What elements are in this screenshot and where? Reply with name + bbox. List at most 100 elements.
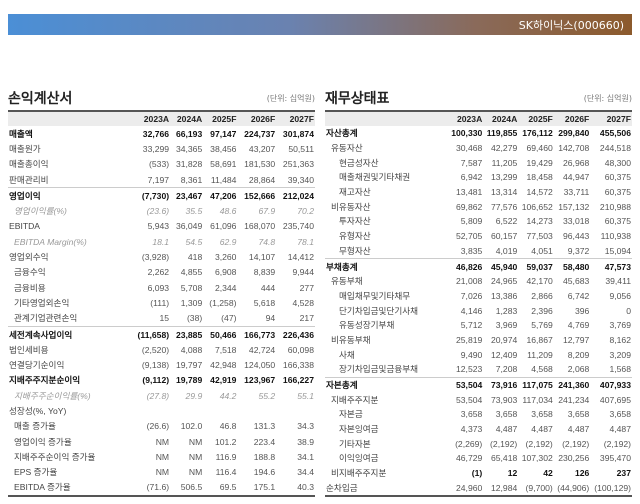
cell-value: 7,026 (460, 290, 483, 301)
cell-value: 2,068 (567, 364, 590, 375)
cell-value (131, 403, 170, 418)
table-row: EBITDA 증가율 (71.6) 506.5 69.5 175.1 40.3 (8, 479, 315, 498)
cell-value: 13,314 (490, 187, 518, 198)
table-row: 순차입금 24,960 12,984 (9,700) (44,906) (100,129) (325, 480, 632, 498)
cell-value: 4,487 (609, 424, 631, 435)
cell-value: 407,933 (590, 376, 632, 393)
cell-value: 50,466 (203, 325, 238, 343)
cell-value: 107,302 (521, 453, 553, 464)
cell-value: 117,075 (518, 376, 554, 393)
cell-value: 23,467 (170, 187, 204, 204)
cell-value: 3,969 (495, 320, 518, 331)
row-label: 매출원가 (9, 143, 41, 154)
row-label: 유형자산 (339, 231, 371, 242)
cell-value: 74.8 (258, 236, 276, 247)
cell-value: 2,344 (214, 282, 237, 293)
table-row: 기타영업외손익 (111) 1,309 (1,258) 5,618 4,528 (8, 295, 315, 310)
cell-value: 7,197 (147, 174, 170, 185)
table-row: 법인세비용 (2,520) 4,088 7,518 42,724 60,098 (8, 342, 315, 357)
cell-value: 506.5 (170, 479, 204, 498)
cell-value: 96,443 (563, 231, 590, 242)
cell-value: 48.6 (219, 206, 237, 217)
row-label: EPS 증가율 (14, 467, 58, 478)
cell-value: (2,269) (455, 438, 483, 449)
cell-value: 62.9 (219, 236, 237, 247)
table-row: 사채 9,490 12,409 11,209 8,209 3,209 (325, 347, 632, 362)
balance-title: 재무상태표 (325, 91, 390, 107)
table-row: 지배주주지분 53,504 73,903 117,034 241,234 407,695 (325, 392, 632, 407)
cell-value: 66,193 (175, 128, 203, 139)
cell-value: 166,227 (282, 375, 314, 386)
cell-value: 226,436 (276, 325, 315, 343)
cell-value: 212,024 (276, 187, 315, 204)
cell-value: (2,192) (603, 438, 631, 449)
cell-value: 35.5 (185, 206, 203, 217)
table-row: 현금성자산 7,587 11,205 19,429 26,968 48,300 (325, 155, 632, 170)
cell-value: 2,262 (147, 267, 170, 278)
row-label: 성장성(%, YoY) (9, 405, 67, 416)
table-row: 무형자산 3,835 4,019 4,051 9,372 15,094 (325, 244, 632, 259)
cell-value: 418 (187, 252, 203, 263)
cell-value: 131.3 (253, 421, 276, 432)
row-label: 지배주주지분순이익 (9, 375, 81, 386)
table-row: 유동부채 21,008 24,965 42,170 45,683 39,411 (325, 274, 632, 289)
cell-value: 251,363 (282, 159, 314, 170)
cell-value: 102.0 (180, 421, 203, 432)
cell-value: 46.8 (219, 421, 237, 432)
cell-value: 15 (159, 313, 170, 324)
cell-value: 42,724 (248, 344, 276, 355)
cell-value: 110,938 (600, 231, 631, 242)
cell-value: 6,942 (460, 172, 483, 183)
row-label: 매출채권및기타채권 (339, 172, 411, 183)
cell-value: 3,835 (460, 245, 483, 256)
cell-value: 21,008 (456, 276, 483, 287)
balance-sheet-table: 2023A 2024A 2025F 2026F 2027F 자산총계 100,330 119,… (325, 110, 632, 498)
table-row: 연결당기순이익 (9,138) 19,797 42,948 124,050 166,338 (8, 357, 315, 372)
row-label: 지배주주순이익 증가율 (14, 451, 96, 462)
cell-value: 73,916 (483, 376, 519, 393)
cell-value: 15,094 (604, 245, 631, 256)
cell-value: 46,826 (447, 258, 484, 274)
row-label: 무형자산 (339, 245, 371, 256)
cell-value: (23.6) (146, 206, 170, 217)
cell-value: 7,208 (495, 364, 518, 375)
row-label: 자본총계 (325, 376, 448, 393)
row-label: EBITDA Margin(%) (14, 236, 87, 247)
cell-value: 39,340 (287, 174, 314, 185)
table-row: 영업이익률(%) (23.6) 35.5 48.6 67.9 70.2 (8, 203, 315, 218)
cell-value: 4,146 (460, 305, 483, 316)
cell-value: (47) (221, 313, 237, 324)
cell-value: 52,705 (456, 231, 483, 242)
cell-value: (1) (471, 468, 483, 479)
cell-value: 14,273 (526, 216, 553, 227)
cell-value: 11,484 (210, 174, 237, 185)
cell-value: 4,528 (292, 297, 314, 308)
cell-value: 407,695 (599, 394, 631, 405)
cell-value: (1,258) (209, 297, 237, 308)
cell-value: 53,504 (456, 394, 483, 405)
row-label: 순차입금 (325, 480, 448, 498)
cell-value: (9,112) (142, 375, 170, 386)
row-label: 비유동부채 (331, 334, 371, 345)
cell-value: 46,729 (456, 453, 483, 464)
cell-value: 45,683 (563, 276, 590, 287)
cell-value: NM (155, 436, 170, 447)
row-label: 자본금 (339, 409, 363, 420)
row-label: 투자자산 (339, 216, 371, 227)
cell-value: 106,652 (521, 201, 553, 212)
table-row: 비유동자산 69,862 77,576 106,652 157,132 210,988 (325, 199, 632, 214)
cell-value: 19,797 (175, 360, 203, 371)
cell-value: 5,708 (180, 282, 203, 293)
cell-value: 25,819 (456, 334, 483, 345)
cell-value: 58,480 (553, 258, 591, 274)
cell-value: 6,522 (495, 216, 518, 227)
cell-value: 61,096 (210, 221, 237, 232)
cell-value: 101.2 (214, 436, 237, 447)
cell-value: 78.1 (297, 236, 314, 247)
cell-value: 395,470 (599, 453, 631, 464)
cell-value: 55.2 (258, 390, 276, 401)
cell-value: 188.8 (253, 451, 276, 462)
year-header: 2026F (564, 114, 590, 124)
header-banner: SK하이닉스(000660) (8, 14, 632, 35)
income-statement-table: 2023A 2024A 2025F 2026F 2027F 매출액 32,766 66,193… (8, 110, 315, 498)
